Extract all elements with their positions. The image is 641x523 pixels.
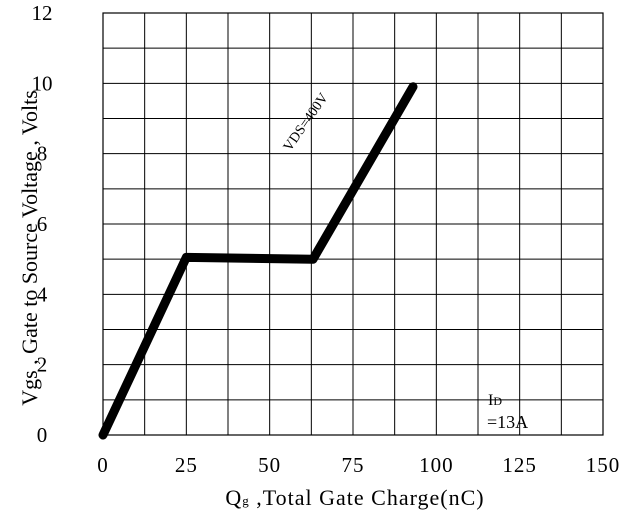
y-tick-labels: 0 2 4 6 8 10 12	[32, 1, 53, 447]
data-point	[412, 85, 414, 88]
x-tick-label: 50	[258, 453, 281, 477]
data-point	[312, 258, 314, 261]
y-tick-label: 0	[37, 423, 48, 447]
x-tick-label: 100	[419, 453, 454, 477]
grid	[103, 13, 603, 435]
data-point	[185, 256, 188, 259]
y-tick-label: 12	[32, 1, 53, 25]
y-tick-label: 6	[37, 212, 48, 236]
x-tick-label: 25	[175, 453, 198, 477]
gate-charge-line	[98, 82, 418, 440]
x-tick-label: 75	[342, 453, 365, 477]
vds-annotation: VDS=400V	[281, 91, 332, 154]
plot-frame	[102, 12, 604, 436]
y-axis-title: Vgs , Gate to Source Voltage , Volts	[17, 90, 42, 406]
x-tick-labels: 0 25 50 75 100 125 150	[97, 453, 621, 477]
id-value-annotation: =13A	[487, 412, 528, 432]
series-group	[98, 82, 418, 440]
x-axis-title-rest: ,Total Gate Charge(nC)	[250, 485, 485, 510]
y-tick-label: 10	[32, 71, 53, 95]
x-axis-title: Qg ,Total Gate Charge(nC)	[225, 485, 484, 510]
x-tick-label: 150	[586, 453, 621, 477]
id-annotation: ID	[488, 392, 502, 409]
y-tick-label: 2	[37, 353, 48, 377]
id-annotation-sub: D	[493, 394, 502, 408]
y-tick-label: 4	[37, 282, 48, 306]
x-tick-label: 0	[97, 453, 109, 477]
x-axis-title-sub: g	[242, 493, 250, 508]
x-tick-label: 125	[502, 453, 537, 477]
x-axis-title-main: Q	[225, 485, 242, 510]
y-tick-label: 8	[37, 142, 48, 166]
data-point	[102, 434, 104, 436]
id-annotation-main: I	[488, 392, 493, 409]
